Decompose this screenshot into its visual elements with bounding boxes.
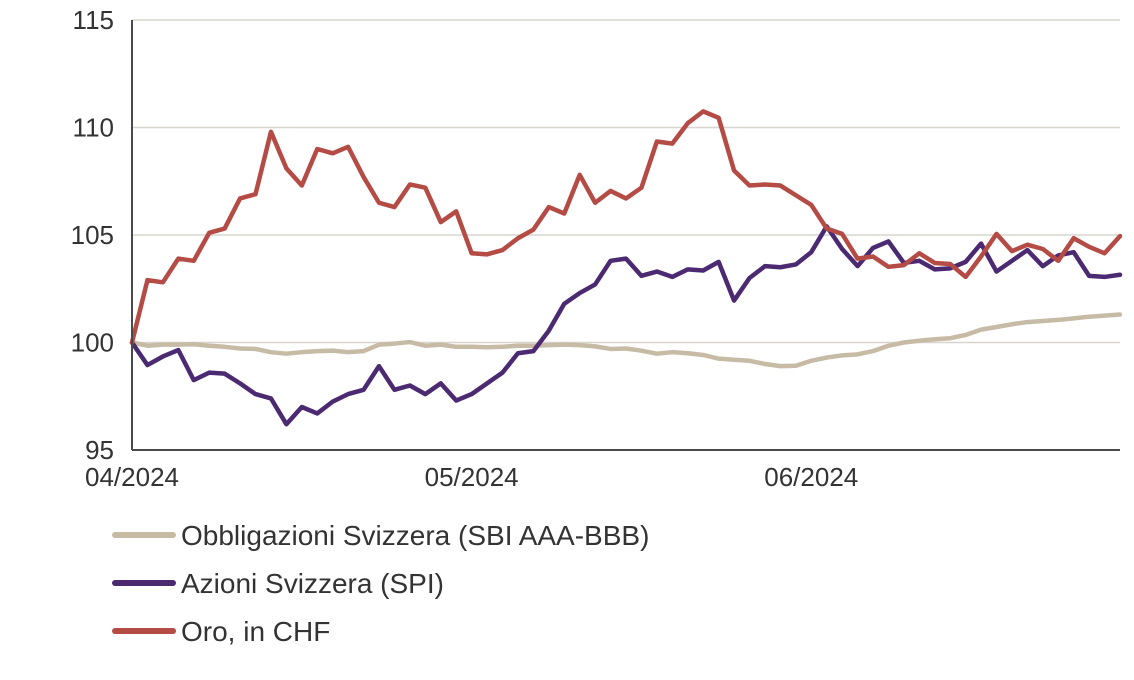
y-tick-label: 95 [85,435,114,465]
x-tick-label: 06/2024 [764,462,858,492]
line-chart: 95 100 105 110 115 04/2024 05/2024 06/2024 Obbli… [0,0,1134,680]
legend-label-equities: Azioni Svizzera (SPI) [181,568,444,599]
y-tick-label: 100 [71,328,114,358]
y-tick-label: 110 [73,113,114,143]
x-tick-label: 04/2024 [85,462,179,492]
legend-label-gold: Oro, in CHF [181,616,330,647]
y-tick-label: 105 [71,220,114,250]
y-tick-label: 115 [73,5,114,35]
chart-svg: 95 100 105 110 115 04/2024 05/2024 06/2024 Obbli… [0,0,1134,680]
legend-label-bonds: Obbligazioni Svizzera (SBI AAA-BBB) [181,520,649,551]
x-tick-label: 05/2024 [425,462,519,492]
